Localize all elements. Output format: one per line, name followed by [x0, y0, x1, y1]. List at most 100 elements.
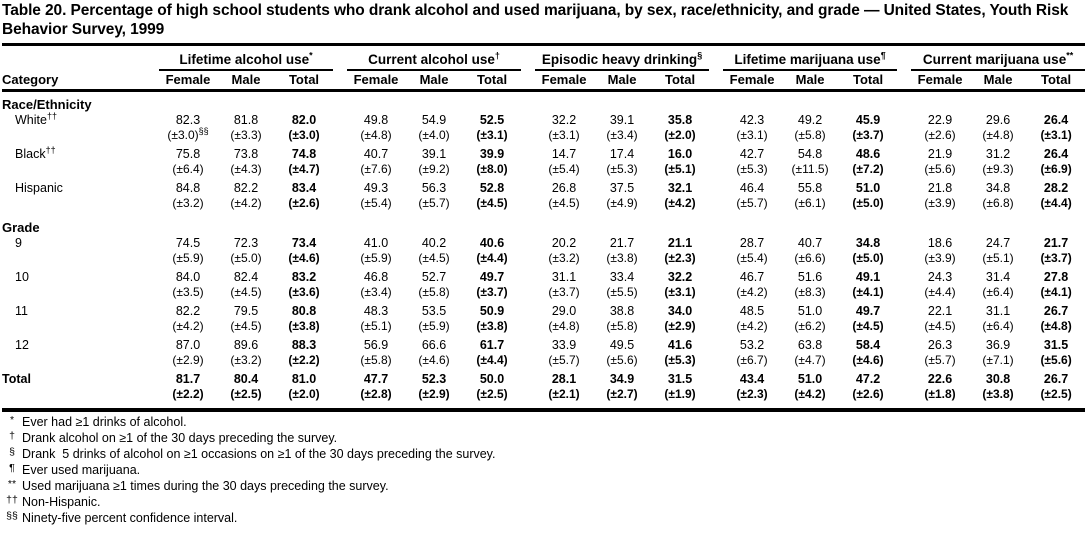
ci-cell: (±3.9) [924, 251, 956, 265]
col-header-total: Total [665, 72, 696, 87]
ci-cell: (±7.6) [360, 162, 392, 176]
col-header-male: Male [795, 72, 825, 87]
value-cell: 21.7 [1043, 236, 1069, 250]
value-cell: 22.9 [927, 113, 953, 127]
group-header-current-marijuana: Current marijuana use** [897, 50, 1085, 71]
col-header-male: Male [983, 72, 1013, 87]
ci-cell: (±4.9) [606, 196, 638, 210]
ci-table-row: (±6.4) (±4.3) (±4.7) (±7.6) (±9.2) (±8.0) (±5.… [2, 162, 1085, 181]
ci-cell: (±4.2) [736, 319, 768, 333]
row-label: Total [2, 372, 31, 386]
ci-cell: (±4.5) [230, 285, 262, 299]
ci-cell: (±4.5) [924, 319, 956, 333]
value-cell: 27.8 [1043, 270, 1069, 284]
ci-cell: (±3.2) [230, 353, 262, 367]
value-cell: 48.6 [855, 147, 881, 161]
value-cell: 40.2 [421, 236, 447, 250]
ci-cell: (±6.2) [794, 319, 826, 333]
group-marker: § [697, 50, 703, 61]
group-label-text: Lifetime marijuana use [734, 52, 881, 67]
ci-cell: (±2.5) [476, 387, 508, 401]
value-cell: 48.3 [363, 304, 389, 318]
value-cell: 55.8 [797, 181, 823, 195]
ci-cell: (±4.4) [476, 251, 508, 265]
group-header-episodic-drinking: Episodic heavy drinking§ [521, 50, 710, 71]
value-cell: 74.8 [291, 147, 317, 161]
ci-cell: (±9.2) [418, 162, 450, 176]
value-cell: 56.9 [363, 338, 389, 352]
row-label: 12 [15, 338, 29, 352]
ci-cell: (±2.9) [418, 387, 450, 401]
ci-cell: (±5.7) [924, 353, 956, 367]
value-cell: 50.9 [479, 304, 505, 318]
section-heading: Race/Ethnicity [2, 97, 92, 112]
row-label: White†† [15, 110, 57, 127]
section-row: Grade [2, 215, 1085, 236]
ci-cell: (±6.4) [982, 285, 1014, 299]
value-cell: 52.8 [479, 181, 505, 195]
value-cell: 32.2 [667, 270, 693, 284]
ci-cell: (±5.9) [360, 251, 392, 265]
col-header-female: Female [729, 72, 775, 87]
col-header-female: Female [353, 72, 399, 87]
top-rule [2, 43, 1085, 46]
footnote-text: Used marijuana ≥1 times during the 30 da… [22, 479, 389, 493]
value-cell: 24.3 [927, 270, 953, 284]
value-cell: 53.5 [421, 304, 447, 318]
value-cell: 49.8 [363, 113, 389, 127]
group-marker: ¶ [880, 50, 886, 61]
value-cell: 34.0 [667, 304, 693, 318]
value-cell: 42.7 [739, 147, 765, 161]
value-cell: 35.8 [667, 113, 693, 127]
table-header: Lifetime alcohol use* Current alcohol us… [2, 50, 1085, 91]
table-row: Hispanic 84.8 82.2 83.4 49.3 56.3 52.8 26.8 37.5… [2, 181, 1085, 196]
ci-cell: (±6.4) [982, 319, 1014, 333]
value-cell: 49.7 [479, 270, 505, 284]
value-cell: 81.7 [175, 372, 201, 386]
group-header-current-alcohol: Current alcohol use† [333, 50, 522, 71]
ci-cell: (±2.0) [664, 128, 696, 142]
bottom-rule [2, 408, 1085, 412]
footnote-line: † Drank alcohol on ≥1 of the 30 days prec… [2, 430, 1085, 447]
ci-table-row: (±5.9) (±5.0) (±4.6) (±5.9) (±4.5) (±4.4) (±3.… [2, 251, 1085, 270]
value-cell: 31.1 [985, 304, 1011, 318]
col-header-female: Female [165, 72, 211, 87]
value-cell: 21.1 [667, 236, 693, 250]
value-cell: 47.2 [855, 372, 881, 386]
value-cell: 75.8 [175, 147, 201, 161]
ci-cell: (±2.6) [924, 128, 956, 142]
value-cell: 31.4 [985, 270, 1011, 284]
value-cell: 81.0 [291, 372, 317, 386]
footnote-marker: * [9, 414, 15, 426]
ci-cell: (±5.3) [664, 353, 696, 367]
row-label-spacer [2, 162, 145, 181]
value-cell: 38.8 [609, 304, 635, 318]
table-title: Table 20. Percentage of high school stud… [2, 2, 1069, 38]
group-header-lifetime-marijuana: Lifetime marijuana use¶ [709, 50, 898, 71]
value-cell: 26.7 [1043, 372, 1069, 386]
value-cell: 81.8 [233, 113, 259, 127]
footnote-marker: †† [6, 494, 18, 506]
value-cell: 14.7 [551, 147, 577, 161]
value-cell: 83.2 [291, 270, 317, 284]
footnote-line: ** Used marijuana ≥1 times during the 30 … [2, 478, 1085, 495]
value-cell: 66.6 [421, 338, 447, 352]
ci-cell: (±4.5) [476, 196, 508, 210]
ci-cell: (±5.1) [664, 162, 696, 176]
ci-cell: (±4.8) [360, 128, 392, 142]
value-cell: 56.3 [421, 181, 447, 195]
ci-cell: (±1.8) [924, 387, 956, 401]
value-cell: 16.0 [667, 147, 693, 161]
value-cell: 28.2 [1043, 181, 1069, 195]
ci-cell: (±4.7) [794, 353, 826, 367]
ci-cell: (±3.4) [360, 285, 392, 299]
ci-cell: (±4.4) [924, 285, 956, 299]
ci-cell: (±5.1) [360, 319, 392, 333]
group-marker: † [494, 50, 500, 61]
ci-cell: (±2.3) [664, 251, 696, 265]
group-marker: ** [1066, 50, 1074, 61]
row-label-spacer [2, 128, 145, 147]
ci-cell: (±4.5) [418, 251, 450, 265]
ci-cell: (±5.3) [736, 162, 768, 176]
